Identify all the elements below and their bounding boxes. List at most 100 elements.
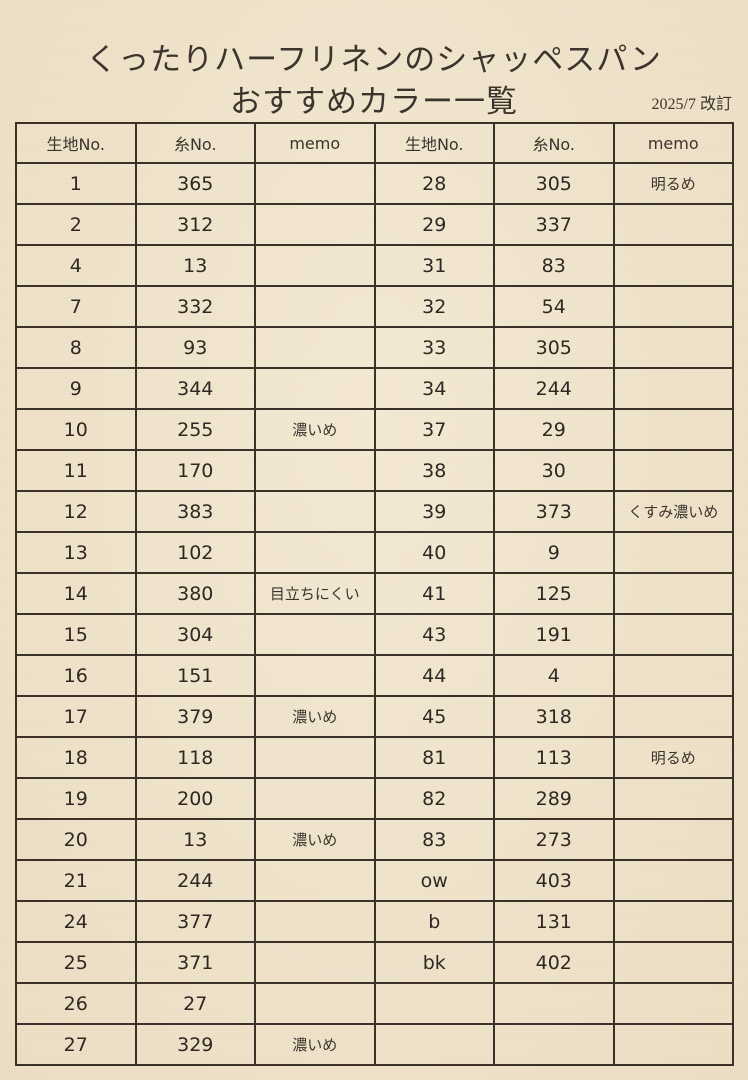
table-row: 1 365 28 305 明るめ <box>15 162 734 205</box>
memo-cell <box>254 654 376 697</box>
title-line-2: おすすめカラー一覧 <box>230 84 518 120</box>
memo-cell <box>254 203 376 246</box>
table-row: 26 27 <box>15 982 734 1025</box>
thread-no-cell: 54 <box>493 285 615 328</box>
fabric-no-cell: 33 <box>373 326 495 369</box>
memo-cell <box>254 326 376 369</box>
fabric-no-cell: bk <box>373 941 495 984</box>
table-row: 14 380 目立ちにくい 41 125 <box>15 572 734 615</box>
fabric-no-cell: 32 <box>373 285 495 328</box>
thread-no-cell: 403 <box>493 859 615 902</box>
memo-cell <box>612 982 734 1025</box>
fabric-no-cell: 34 <box>373 367 495 410</box>
memo-cell: 明るめ <box>612 736 734 779</box>
fabric-no-cell: 45 <box>373 695 495 738</box>
title-line-1: くったりハーフリネンのシャッペスパン <box>86 42 662 78</box>
thread-no-cell: 337 <box>493 203 615 246</box>
memo-cell <box>612 408 734 451</box>
thread-no-cell: 402 <box>493 941 615 984</box>
thread-no-cell: 379 <box>134 695 256 738</box>
memo-cell <box>612 613 734 656</box>
thread-no-cell: 13 <box>134 818 256 861</box>
fabric-no-cell: 24 <box>15 900 137 943</box>
fabric-no-cell: 83 <box>373 818 495 861</box>
thread-no-cell: 191 <box>493 613 615 656</box>
table-row: 15 304 43 191 <box>15 613 734 656</box>
header-thread-no: 糸No. <box>134 122 256 164</box>
fabric-no-cell: 8 <box>15 326 137 369</box>
thread-no-cell: 312 <box>134 203 256 246</box>
memo-cell: 明るめ <box>612 162 734 205</box>
header-row: 生地No. 糸No. memo 生地No. 糸No. memo <box>15 122 734 164</box>
memo-cell <box>612 285 734 328</box>
thread-no-cell: 365 <box>134 162 256 205</box>
thread-no-cell: 13 <box>134 244 256 287</box>
table-row: 24 377 b 131 <box>15 900 734 943</box>
table-row: 4 13 31 83 <box>15 244 734 287</box>
thread-no-cell: 305 <box>493 162 615 205</box>
memo-cell <box>254 941 376 984</box>
table-row: 9 344 34 244 <box>15 367 734 410</box>
table-row: 11 170 38 30 <box>15 449 734 492</box>
memo-cell <box>254 736 376 779</box>
memo-cell <box>254 285 376 328</box>
thread-no-cell: 83 <box>493 244 615 287</box>
fabric-no-cell: 16 <box>15 654 137 697</box>
fabric-no-cell: 2 <box>15 203 137 246</box>
memo-cell: 濃いめ <box>254 818 376 861</box>
fabric-no-cell: 25 <box>15 941 137 984</box>
memo-cell: くすみ濃いめ <box>612 490 734 533</box>
memo-cell <box>612 777 734 820</box>
thread-no-cell: 113 <box>493 736 615 779</box>
thread-no-cell: 151 <box>134 654 256 697</box>
fabric-no-cell <box>373 1023 495 1066</box>
table-row: 7 332 32 54 <box>15 285 734 328</box>
memo-cell <box>612 1023 734 1066</box>
fabric-no-cell: 14 <box>15 572 137 615</box>
header-fabric-no: 生地No. <box>15 122 137 164</box>
thread-no-cell: 273 <box>493 818 615 861</box>
fabric-no-cell: 29 <box>373 203 495 246</box>
memo-cell <box>612 203 734 246</box>
thread-no-cell: 304 <box>134 613 256 656</box>
header-fabric-no: 生地No. <box>373 122 495 164</box>
memo-cell <box>254 900 376 943</box>
fabric-no-cell: 1 <box>15 162 137 205</box>
table-row: 21 244 ow 403 <box>15 859 734 902</box>
thread-no-cell: 244 <box>134 859 256 902</box>
fabric-no-cell: b <box>373 900 495 943</box>
table-row: 19 200 82 289 <box>15 777 734 820</box>
thread-no-cell: 318 <box>493 695 615 738</box>
fabric-no-cell: 19 <box>15 777 137 820</box>
memo-cell <box>612 572 734 615</box>
memo-cell <box>254 777 376 820</box>
fabric-no-cell: 40 <box>373 531 495 574</box>
fabric-no-cell: 4 <box>15 244 137 287</box>
thread-no-cell: 9 <box>493 531 615 574</box>
thread-no-cell: 93 <box>134 326 256 369</box>
fabric-no-cell: 27 <box>15 1023 137 1066</box>
fabric-no-cell: 13 <box>15 531 137 574</box>
fabric-no-cell: 38 <box>373 449 495 492</box>
memo-cell <box>254 367 376 410</box>
fabric-no-cell <box>373 982 495 1025</box>
fabric-no-cell: 37 <box>373 408 495 451</box>
header-memo: memo <box>612 122 734 164</box>
fabric-no-cell: 9 <box>15 367 137 410</box>
thread-no-cell: 289 <box>493 777 615 820</box>
table-row: 17 379 濃いめ 45 318 <box>15 695 734 738</box>
table-row: 16 151 44 4 <box>15 654 734 697</box>
memo-cell <box>254 982 376 1025</box>
memo-cell <box>254 162 376 205</box>
thread-no-cell: 170 <box>134 449 256 492</box>
fabric-no-cell: ow <box>373 859 495 902</box>
thread-no-cell: 305 <box>493 326 615 369</box>
fabric-no-cell: 43 <box>373 613 495 656</box>
memo-cell: 濃いめ <box>254 695 376 738</box>
memo-cell <box>612 941 734 984</box>
fabric-no-cell: 11 <box>15 449 137 492</box>
header-thread-no: 糸No. <box>493 122 615 164</box>
fabric-no-cell: 21 <box>15 859 137 902</box>
thread-no-cell: 131 <box>493 900 615 943</box>
memo-cell <box>254 531 376 574</box>
